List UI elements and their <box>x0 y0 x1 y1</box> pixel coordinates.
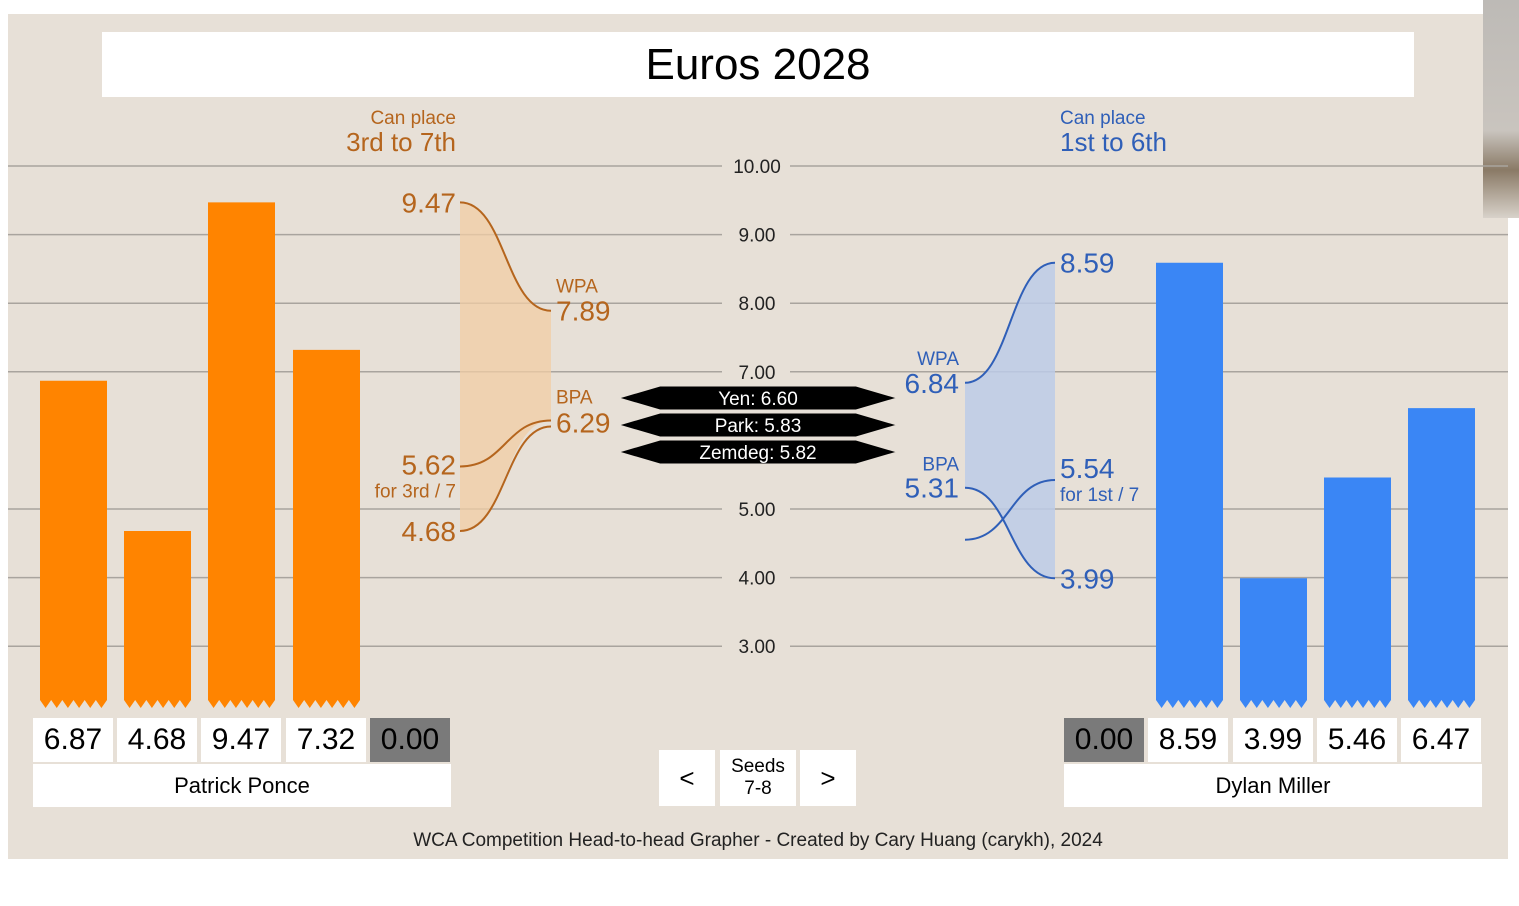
competitor-label-3: Zemdeg: 5.82 <box>699 443 816 464</box>
left-bpa-curve <box>459 425 552 532</box>
right-score-2: 8.59 <box>1148 718 1228 762</box>
y-tick-label-4: 5.00 <box>739 500 776 521</box>
right-bar-2 <box>1240 578 1307 708</box>
footer-credit: WCA Competition Head-to-head Grapher - C… <box>413 830 1103 851</box>
left-score-4: 7.32 <box>286 718 366 762</box>
left-bar-1 <box>40 380 107 708</box>
right-min-value: 3.99 <box>1060 563 1115 594</box>
left-bar-3 <box>208 202 275 708</box>
left-bar-2 <box>124 530 191 708</box>
left-min-value: 4.68 <box>402 516 457 547</box>
left-threshold-curve <box>459 419 552 468</box>
prev-seeds-button[interactable]: < <box>659 750 715 806</box>
left-threshold-value: 5.62 <box>402 449 457 480</box>
left-projection-band <box>460 202 551 531</box>
seeds-value: 7-8 <box>744 778 772 799</box>
y-tick-label-3: 7.00 <box>739 363 776 384</box>
webcam-overlay <box>1483 0 1519 218</box>
left-score-2: 4.68 <box>117 718 197 762</box>
right-threshold-note: for 1st / 7 <box>1060 485 1139 506</box>
y-tick-label-5: 4.00 <box>739 569 776 590</box>
left-bar-4 <box>293 349 360 708</box>
left-wpa-curve <box>459 201 552 312</box>
right-projection-band <box>965 262 1055 579</box>
seeds-indicator: Seeds 7-8 <box>720 750 796 806</box>
right-wpa-value: 6.84 <box>905 368 960 399</box>
y-tick-label-0: 10.00 <box>733 157 781 178</box>
right-wpa-label: WPA <box>917 349 959 370</box>
competitor-marker-3 <box>617 439 899 465</box>
right-score-4: 5.46 <box>1317 718 1397 762</box>
left-bpa-value: 6.29 <box>556 408 611 439</box>
right-bar-4 <box>1408 408 1475 708</box>
competitor-marker-1 <box>617 385 899 411</box>
right-score-1: 0.00 <box>1064 718 1144 762</box>
chart-title-box: Euros 2028 <box>102 32 1414 97</box>
left-score-3: 9.47 <box>201 718 281 762</box>
left-score-5: 0.00 <box>370 718 450 762</box>
right-threshold-curve <box>964 478 1056 541</box>
right-can-place-range: 1st to 6th <box>1060 127 1167 157</box>
right-score-3: 3.99 <box>1233 718 1313 762</box>
y-tick-label-2: 8.00 <box>739 294 776 315</box>
left-can-place-range: 3rd to 7th <box>346 127 456 157</box>
right-bar-1 <box>1156 262 1223 708</box>
competitor-marker-2 <box>617 412 899 438</box>
right-bar-3 <box>1324 477 1391 708</box>
left-threshold-note: for 3rd / 7 <box>375 481 456 502</box>
right-bpa-label: BPA <box>922 455 959 476</box>
left-player-name: Patrick Ponce <box>33 764 451 807</box>
left-bpa-label: BPA <box>556 388 593 409</box>
right-max-value: 8.59 <box>1060 248 1115 279</box>
next-seeds-button[interactable]: > <box>800 750 856 806</box>
y-tick-label-6: 3.00 <box>739 637 776 658</box>
left-can-place-label: Can place <box>370 108 456 129</box>
right-player-name: Dylan Miller <box>1064 764 1482 807</box>
competitor-label-2: Park: 5.83 <box>715 416 802 437</box>
right-score-5: 6.47 <box>1401 718 1481 762</box>
left-wpa-label: WPA <box>556 277 598 298</box>
left-score-1: 6.87 <box>33 718 113 762</box>
y-tick-label-1: 9.00 <box>739 226 776 247</box>
chart-title: Euros 2028 <box>645 39 871 89</box>
right-bpa-curve <box>964 486 1056 580</box>
right-threshold-value: 5.54 <box>1060 453 1115 484</box>
competitor-label-1: Yen: 6.60 <box>718 389 798 410</box>
left-wpa-value: 7.89 <box>556 296 611 327</box>
right-wpa-curve <box>964 261 1056 384</box>
right-bpa-value: 5.31 <box>905 473 960 504</box>
seeds-label: Seeds <box>731 756 785 777</box>
left-max-value: 9.47 <box>402 187 457 218</box>
right-can-place-label: Can place <box>1060 108 1146 129</box>
